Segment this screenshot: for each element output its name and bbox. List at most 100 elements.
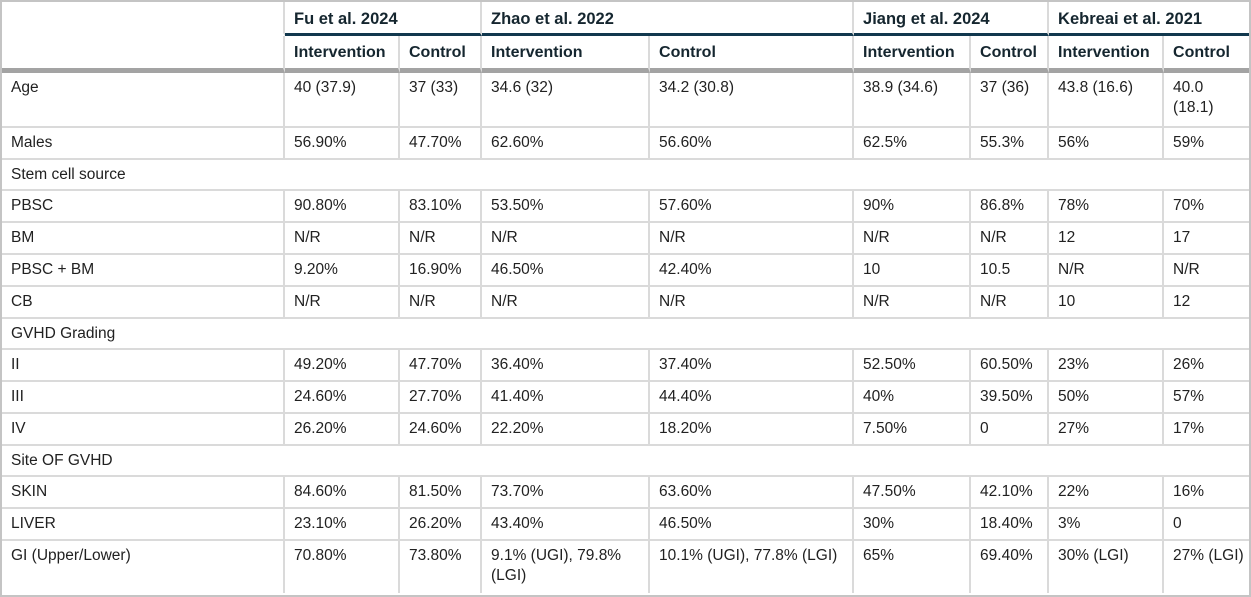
- study-header-kebreai: Kebreai et al. 2021: [1049, 2, 1249, 36]
- value-cell: 16%: [1164, 477, 1249, 509]
- value-cell: 12: [1164, 287, 1249, 319]
- value-cell: 26.20%: [400, 509, 483, 541]
- subheader-jiang-intervention: Intervention: [854, 36, 972, 73]
- section-label: GVHD Grading: [2, 319, 1249, 350]
- table-row: CB N/R N/R N/R N/R N/R N/R 10 12: [2, 287, 1249, 319]
- value-cell: 55.3%: [971, 128, 1050, 160]
- value-cell: 7.50%: [854, 414, 972, 446]
- section-row: Site OF GVHD: [2, 446, 1249, 477]
- value-cell: N/R: [854, 287, 972, 319]
- value-cell: 37 (36): [971, 73, 1050, 128]
- value-cell: 78%: [1049, 191, 1165, 223]
- value-cell: 47.70%: [400, 350, 483, 382]
- value-cell: 10: [854, 255, 972, 287]
- value-cell: 70%: [1164, 191, 1249, 223]
- study-header-zhao: Zhao et al. 2022: [482, 2, 855, 36]
- table-row: BM N/R N/R N/R N/R N/R N/R 12 17: [2, 223, 1249, 255]
- value-cell: 9.1% (UGI), 79.8% (LGI): [482, 541, 651, 593]
- value-cell: 83.10%: [400, 191, 483, 223]
- table-row: Age 40 (37.9) 37 (33) 34.6 (32) 34.2 (30.8) 3…: [2, 73, 1249, 128]
- table-body: Age 40 (37.9) 37 (33) 34.6 (32) 34.2 (30.8) 3…: [2, 73, 1249, 593]
- value-cell: 57%: [1164, 382, 1249, 414]
- value-cell: N/R: [1164, 255, 1249, 287]
- value-cell: 37 (33): [400, 73, 483, 128]
- value-cell: 43.40%: [482, 509, 651, 541]
- value-cell: 90%: [854, 191, 972, 223]
- value-cell: 30%: [854, 509, 972, 541]
- value-cell: 36.40%: [482, 350, 651, 382]
- value-cell: N/R: [1049, 255, 1165, 287]
- value-cell: N/R: [971, 223, 1050, 255]
- table-row: III 24.60% 27.70% 41.40% 44.40% 40% 39.50% 50% 5…: [2, 382, 1249, 414]
- value-cell: 52.50%: [854, 350, 972, 382]
- row-label: SKIN: [2, 477, 285, 509]
- value-cell: 12: [1049, 223, 1165, 255]
- value-cell: 56.90%: [285, 128, 400, 160]
- value-cell: 60.50%: [971, 350, 1050, 382]
- table-row: PBSC + BM 9.20% 16.90% 46.50% 42.40% 10 10.5 N/…: [2, 255, 1249, 287]
- value-cell: 86.8%: [971, 191, 1050, 223]
- row-label: II: [2, 350, 285, 382]
- value-cell: 62.5%: [854, 128, 972, 160]
- value-cell: N/R: [482, 223, 651, 255]
- value-cell: 26.20%: [285, 414, 400, 446]
- value-cell: 27% (LGI): [1173, 547, 1244, 564]
- value-cell: 46.50%: [482, 255, 651, 287]
- value-cell: 26%: [1164, 350, 1249, 382]
- section-row: Stem cell source: [2, 160, 1249, 191]
- value-cell: 65%: [854, 541, 972, 593]
- value-cell: 10.5: [971, 255, 1050, 287]
- value-cell: 0: [1164, 509, 1249, 541]
- table-row: IV 26.20% 24.60% 22.20% 18.20% 7.50% 0 27% 17%: [2, 414, 1249, 446]
- table-head: Fu et al. 2024 Zhao et al. 2022 Jiang et…: [2, 2, 1249, 73]
- subheader-fu-control: Control: [400, 36, 483, 73]
- subheader-row: Intervention Control Intervention Contro…: [2, 36, 1249, 73]
- value-cell: 0: [971, 414, 1050, 446]
- value-cell: 17: [1164, 223, 1249, 255]
- value-cell: 40 (37.9): [285, 73, 400, 128]
- value-cell: 18.20%: [650, 414, 855, 446]
- value-cell: 43.8 (16.6): [1049, 73, 1165, 128]
- value-cell: 53.50%: [482, 191, 651, 223]
- value-cell: 56%: [1049, 128, 1165, 160]
- table-row: LIVER 23.10% 26.20% 43.40% 46.50% 30% 18.40% 3%…: [2, 509, 1249, 541]
- value-cell: 34.6 (32): [482, 73, 651, 128]
- value-cell: 49.20%: [285, 350, 400, 382]
- section-label: Site OF GVHD: [2, 446, 1249, 477]
- value-cell: 69.40%: [971, 541, 1050, 593]
- value-cell: 23%: [1049, 350, 1165, 382]
- value-cell: N/R: [650, 287, 855, 319]
- subheader-zhao-control: Control: [650, 36, 855, 73]
- value-cell: 46.50%: [650, 509, 855, 541]
- study-header-fu: Fu et al. 2024: [285, 2, 483, 36]
- value-cell: 22%: [1049, 477, 1165, 509]
- value-cell: 62.60%: [482, 128, 651, 160]
- value-cell: 44.40%: [650, 382, 855, 414]
- value-cell: N/R: [971, 287, 1050, 319]
- value-cell: 90.80%: [285, 191, 400, 223]
- table-row: GI (Upper/Lower) 70.80% 73.80% 9.1% (UGI), …: [2, 541, 1249, 593]
- value-cell: 70.80%: [285, 541, 400, 593]
- value-cell: 47.70%: [400, 128, 483, 160]
- value-cell: 23.10%: [285, 509, 400, 541]
- value-cell: 22.20%: [482, 414, 651, 446]
- value-cell: 3%: [1049, 509, 1165, 541]
- value-cell: 42.40%: [650, 255, 855, 287]
- subheader-empty: [2, 36, 285, 73]
- value-cell: N/R: [650, 223, 855, 255]
- value-cell: 10: [1049, 287, 1165, 319]
- value-cell: 34.2 (30.8): [650, 73, 855, 128]
- value-cell: 50%: [1049, 382, 1165, 414]
- subheader-kebreai-intervention: Intervention: [1049, 36, 1165, 73]
- value-cell: 18.40%: [971, 509, 1050, 541]
- value-cell: 24.60%: [400, 414, 483, 446]
- value-cell: 42.10%: [971, 477, 1050, 509]
- value-cell: 81.50%: [400, 477, 483, 509]
- study-header-jiang: Jiang et al. 2024: [854, 2, 1050, 36]
- value-cell: 10.1% (UGI), 77.8% (LGI): [650, 541, 855, 593]
- value-cell: 40%: [854, 382, 972, 414]
- subheader-jiang-control: Control: [971, 36, 1050, 73]
- row-label: PBSC: [2, 191, 285, 223]
